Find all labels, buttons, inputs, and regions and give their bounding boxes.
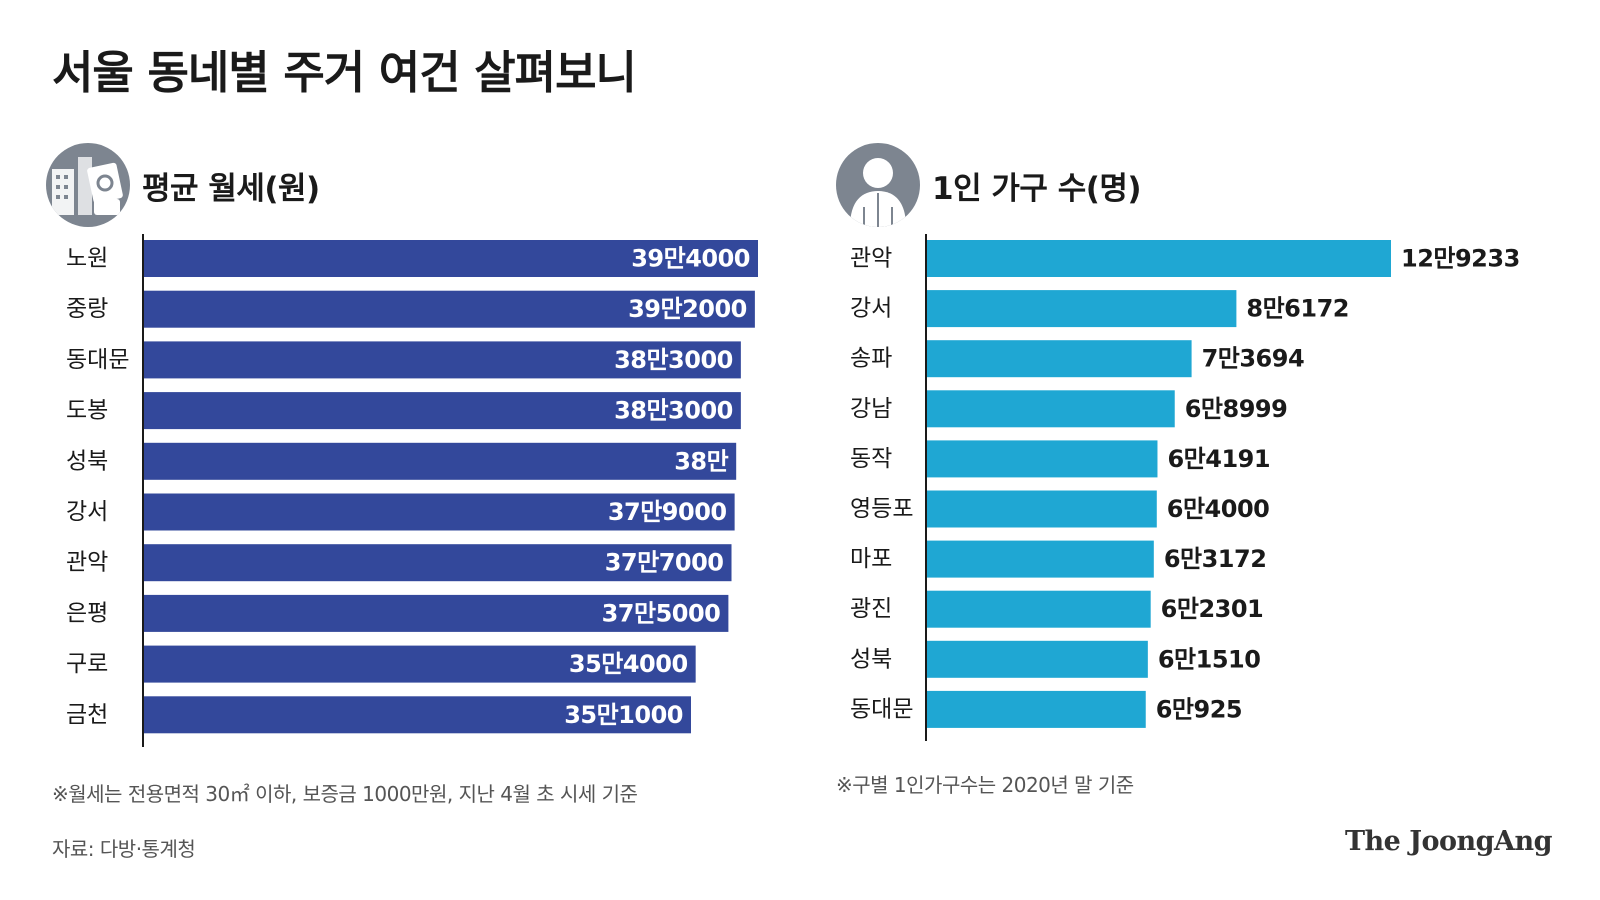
category-label: 동대문 (850, 696, 913, 722)
bar (927, 490, 1157, 528)
data-label: 6만3172 (1164, 545, 1267, 573)
bar (927, 290, 1237, 328)
bar (144, 341, 741, 379)
data-label: 39만2000 (628, 295, 747, 323)
category-label: 관악 (66, 550, 108, 576)
data-label: 8만6172 (1246, 295, 1349, 323)
source-text: 자료: 다방·통계청 (52, 837, 196, 861)
pop-chart-header: 1인 가구 수(명) (836, 143, 1142, 227)
category-label: 구로 (66, 651, 108, 677)
category-label: 송파 (850, 346, 892, 372)
data-label: 6만8999 (1185, 395, 1288, 423)
data-label: 39만4000 (631, 245, 750, 273)
category-label: 영등포 (850, 496, 913, 522)
category-label: 마포 (850, 546, 892, 572)
category-label: 관악 (850, 246, 892, 272)
bar (927, 540, 1154, 578)
data-label: 38만 (674, 447, 728, 475)
data-label: 12만9233 (1401, 245, 1520, 273)
category-label: 노원 (66, 246, 108, 272)
rent-chart-title: 평균 월세(원) (142, 170, 320, 207)
data-label: 38만3000 (614, 397, 733, 425)
category-label: 강서 (66, 499, 108, 525)
data-label: 35만4000 (569, 650, 688, 678)
data-label: 37만9000 (608, 498, 727, 526)
data-label: 35만1000 (564, 701, 683, 729)
bar (144, 392, 741, 430)
category-label: 광진 (850, 596, 892, 622)
category-label: 도봉 (66, 398, 108, 424)
bar (927, 240, 1391, 277)
data-label: 6만2301 (1161, 595, 1264, 623)
bar (144, 290, 755, 328)
category-label: 강서 (850, 296, 892, 322)
data-label: 37만5000 (602, 599, 721, 627)
rent-chart-header: 평균 월세(원) (46, 143, 320, 227)
bar (144, 240, 758, 277)
bar (144, 594, 729, 632)
bar (144, 544, 732, 582)
category-label: 성북 (66, 448, 108, 474)
bar (927, 640, 1148, 678)
bar (927, 590, 1151, 628)
data-label: 6만4000 (1167, 495, 1270, 523)
pop-chart-note: ※구별 1인가구수는 2020년 말 기준 (836, 773, 1134, 797)
data-label: 6만1510 (1158, 645, 1261, 673)
bar (927, 390, 1175, 428)
bar (144, 696, 691, 734)
pop-chart-title: 1인 가구 수(명) (932, 170, 1142, 207)
page-title: 서울 동네별 주거 여건 살펴보니 (52, 46, 637, 99)
category-label: 중랑 (66, 296, 108, 322)
bar (144, 493, 735, 531)
data-label: 38만3000 (614, 346, 733, 374)
city-money-icon (46, 143, 130, 227)
data-label: 6만925 (1156, 695, 1242, 723)
category-label: 강남 (850, 396, 892, 422)
bar (927, 340, 1192, 378)
category-label: 금천 (66, 702, 108, 728)
data-label: 7만3694 (1202, 345, 1305, 373)
person-icon (836, 143, 920, 227)
category-label: 은평 (66, 600, 108, 626)
bar (927, 440, 1158, 478)
category-label: 동작 (850, 446, 892, 472)
publisher-logo: The JoongAng (1344, 826, 1553, 857)
rent-chart-note: ※월세는 전용면적 30㎡ 이하, 보증금 1000만원, 지난 4월 초 시세… (52, 782, 638, 806)
bar (144, 645, 696, 683)
category-label: 성북 (850, 646, 892, 672)
rent-bar-chart: 노원 39만4000 중랑 39만2000 동대문 38만3000 도봉 38만3000 성북 3… (66, 234, 758, 747)
pop-bar-chart: 관악 12만9233 강서 8만6172 송파 7만3694 강남 6만8999 동작 6만419… (850, 234, 1520, 741)
bar (144, 442, 737, 480)
bar (927, 690, 1146, 728)
data-label: 37만7000 (605, 549, 724, 577)
data-label: 6만4191 (1167, 445, 1270, 473)
category-label: 동대문 (66, 347, 129, 373)
